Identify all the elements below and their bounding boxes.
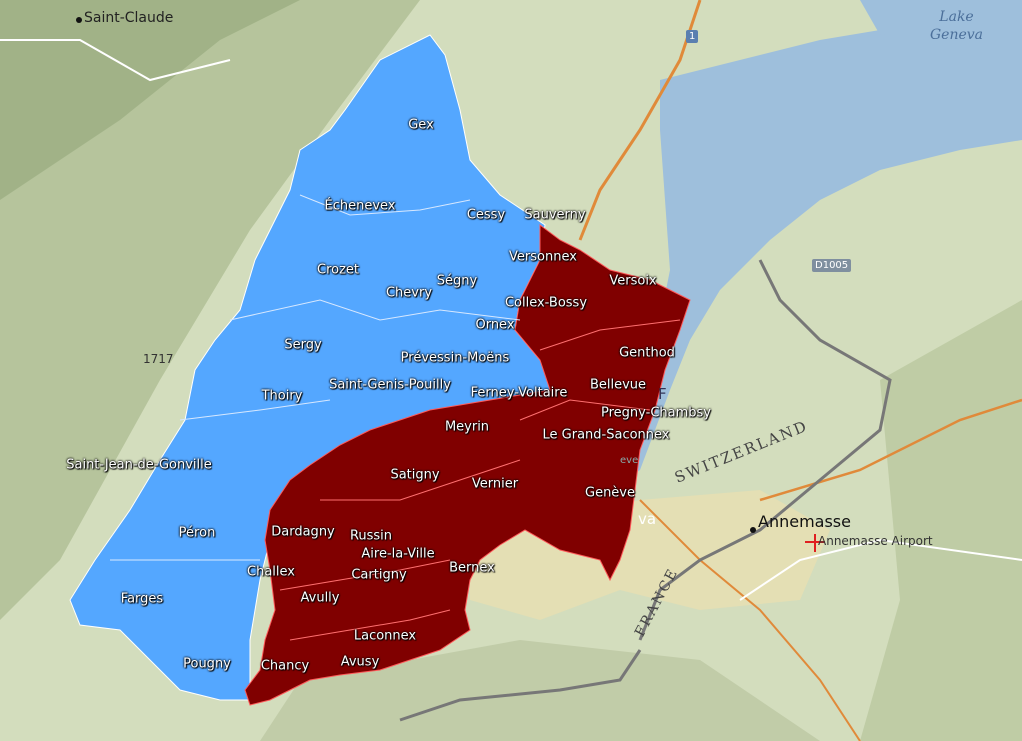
region-label[interactable]: Aire-la-Ville	[361, 546, 435, 562]
region-label[interactable]: Collex-Bossy	[504, 295, 588, 311]
road-shield: 1	[686, 30, 699, 43]
region-label[interactable]: Péron	[178, 525, 216, 541]
region-label[interactable]: Farges	[120, 591, 164, 607]
region-label[interactable]: Russin	[349, 528, 393, 544]
region-label[interactable]: Satigny	[390, 467, 440, 483]
region-label[interactable]: Cartigny	[351, 567, 407, 583]
city-label: Saint-Claude	[84, 10, 174, 26]
airport-label: Annemasse Airport	[818, 534, 933, 548]
city-dot	[750, 527, 756, 533]
region-label[interactable]: Chevry	[385, 285, 433, 301]
city-label: Annemasse	[758, 512, 851, 531]
region-label[interactable]: Crozet	[316, 262, 360, 278]
region-label[interactable]: Avully	[300, 590, 340, 606]
road-shield: D1005	[812, 259, 852, 272]
partial-label: eve	[620, 455, 639, 466]
region-label[interactable]: Thoiry	[261, 388, 303, 404]
region-label[interactable]: Ornex	[475, 317, 515, 333]
region-label[interactable]: Sergy	[284, 337, 322, 353]
region-label[interactable]: Challex	[247, 564, 295, 580]
region-label[interactable]: Cessy	[466, 207, 506, 223]
region-label[interactable]: Versonnex	[509, 249, 577, 265]
region-label[interactable]: Vernier	[471, 476, 519, 492]
region-label[interactable]: Échenevex	[324, 198, 396, 214]
region-label[interactable]: Genève	[584, 485, 636, 501]
region-label[interactable]: Saint-Jean-de-Gonville	[66, 457, 212, 473]
region-label[interactable]: Meyrin	[444, 419, 490, 435]
region-label[interactable]: Bernex	[449, 560, 495, 576]
city-dot	[76, 17, 82, 23]
region-red	[244, 224, 691, 706]
region-label[interactable]: Versoix	[609, 273, 657, 289]
region-label[interactable]: Pougny	[183, 656, 231, 672]
region-label[interactable]: Ségny	[436, 273, 478, 289]
region-label-gex[interactable]: Gex	[408, 117, 434, 133]
region-label[interactable]: Ferney-Voltaire	[470, 385, 568, 401]
lake-label: Lake Geneva	[930, 9, 984, 43]
region-label[interactable]: Sauverny	[524, 207, 586, 223]
partial-label: va	[638, 510, 657, 528]
region-label[interactable]: Dardagny	[271, 524, 335, 540]
region-label[interactable]: Le Grand-Saconnex	[542, 427, 670, 443]
region-label[interactable]: Pregny-Chambsy	[601, 405, 711, 421]
region-label[interactable]: Prévessin-Moëns	[400, 350, 510, 366]
region-label[interactable]: Bellevue	[589, 377, 647, 393]
region-label[interactable]: Laconnex	[353, 628, 417, 644]
elevation-label: 1717	[143, 352, 174, 366]
region-label[interactable]: Saint-Genis-Pouilly	[329, 377, 451, 393]
region-label[interactable]: Avusy	[340, 654, 380, 670]
partial-label: F	[658, 385, 667, 403]
region-label[interactable]: Chancy	[260, 658, 310, 674]
region-label[interactable]: Genthod	[619, 345, 675, 361]
